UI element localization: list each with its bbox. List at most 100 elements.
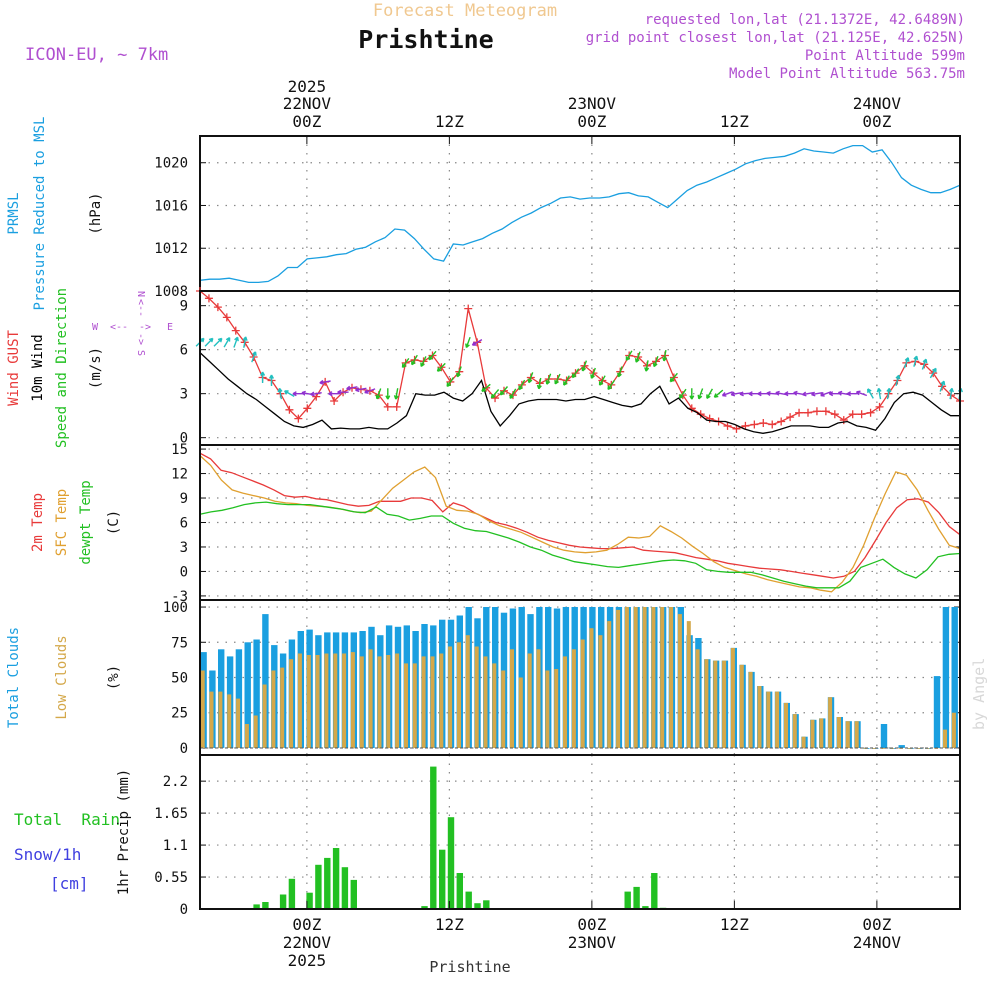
bar-low-clouds bbox=[439, 653, 444, 748]
wind-direction-arrow bbox=[456, 366, 462, 378]
bar-low-clouds bbox=[315, 655, 320, 748]
bar-total-clouds bbox=[253, 639, 260, 748]
bar-total-rain bbox=[447, 817, 455, 909]
y-tick-label: 1.65 bbox=[154, 806, 188, 822]
bar-low-clouds bbox=[722, 660, 727, 748]
y-axis-units: (m/s) bbox=[88, 347, 104, 389]
x-tick-label-top-year: 2025 bbox=[288, 77, 327, 96]
wind-direction-arrow bbox=[465, 336, 471, 349]
gust-marker bbox=[222, 313, 231, 322]
requested-lonlat: requested lon,lat (21.1372E, 42.6489N) bbox=[645, 12, 965, 28]
wind-direction-arrow bbox=[617, 366, 623, 378]
x-tick-label-top-time: 12Z bbox=[720, 112, 749, 131]
cloud-panel: 0 25 50 75 100 Total Clouds Low Clouds (%) bbox=[6, 599, 961, 757]
grid-point-lonlat: grid point closest lon,lat (21.125E, 42.… bbox=[586, 30, 965, 46]
y-axis-label-dewpt-temp: dewpt Temp bbox=[78, 480, 94, 564]
y-tick-label: 0 bbox=[180, 431, 188, 447]
bar-low-clouds bbox=[448, 646, 453, 748]
wind-direction-arrow bbox=[697, 388, 704, 400]
y-tick-label: 9 bbox=[180, 299, 188, 315]
wind-direction-arrow bbox=[876, 387, 882, 400]
bar-low-clouds bbox=[695, 649, 700, 748]
bar-low-clouds bbox=[368, 649, 373, 748]
bar-total-rain bbox=[483, 900, 490, 909]
bar-total-rain bbox=[474, 903, 481, 909]
wind-direction-arrow bbox=[268, 374, 275, 386]
bar-low-clouds bbox=[262, 684, 267, 748]
bar-low-clouds bbox=[359, 656, 364, 748]
wind-direction-arrow bbox=[284, 390, 295, 398]
y-axis-units: (hPa) bbox=[88, 192, 104, 234]
precip-panel: 0 0.55 1.1 1.65 2.2 1hr Precip (mm) bbox=[116, 754, 961, 918]
gust-marker bbox=[857, 410, 866, 419]
wind-direction-arrow bbox=[420, 356, 427, 367]
wind-direction-arrow bbox=[319, 379, 331, 385]
compass-north: N bbox=[135, 291, 146, 297]
gust-marker bbox=[392, 402, 401, 411]
bar-low-clouds bbox=[377, 656, 382, 748]
bar-low-clouds bbox=[730, 647, 735, 748]
wind-direction-arrow bbox=[446, 376, 455, 388]
bar-low-clouds bbox=[845, 721, 850, 748]
compass-west-arrow: <-- bbox=[110, 322, 128, 333]
wind-direction-arrow bbox=[204, 337, 214, 347]
bar-low-clouds bbox=[616, 609, 621, 748]
wind-direction-arrow bbox=[598, 375, 606, 386]
wind-direction-arrow bbox=[730, 391, 743, 397]
wind-direction-arrow bbox=[375, 388, 382, 400]
gust-marker bbox=[848, 410, 857, 419]
x-tick-label-top-date: 23NOV bbox=[568, 94, 617, 113]
compass-south: S bbox=[135, 350, 146, 356]
bar-total-rain bbox=[642, 906, 649, 909]
y-tick-label: 1016 bbox=[154, 198, 188, 214]
x-tick-label-bottom-time: 00Z bbox=[862, 915, 891, 934]
rain-legend: Total Rain bbox=[14, 810, 120, 829]
bar-low-clouds bbox=[563, 656, 567, 748]
gust-marker bbox=[303, 404, 312, 413]
wind-direction-arrow bbox=[310, 391, 322, 397]
y-tick-label: 1012 bbox=[154, 241, 188, 257]
compass-south-arrow: -> bbox=[135, 333, 146, 345]
compass-west: W bbox=[92, 322, 99, 333]
bar-total-rain bbox=[306, 892, 313, 909]
bar-low-clouds bbox=[297, 653, 302, 748]
model-altitude: Model Point Altitude 563.75m bbox=[729, 66, 965, 82]
y-tick-label: 6 bbox=[180, 343, 188, 359]
bar-total-clouds bbox=[951, 607, 958, 748]
y-tick-label: 1008 bbox=[154, 284, 188, 300]
gust-marker bbox=[750, 420, 759, 429]
bar-low-clouds bbox=[943, 729, 947, 748]
wind-direction-arrow bbox=[481, 383, 491, 392]
y-axis-label-sfc-temp: SFC Temp bbox=[54, 489, 70, 556]
wind-direction-arrow bbox=[328, 391, 340, 397]
bar-low-clouds bbox=[819, 718, 824, 748]
bar-low-clouds bbox=[677, 614, 682, 748]
bar-low-clouds bbox=[669, 607, 674, 748]
bar-low-clouds bbox=[430, 656, 435, 748]
wind-direction-arrow bbox=[913, 355, 919, 367]
y-axis-label-total-clouds: Total Clouds bbox=[6, 627, 22, 728]
bar-low-clouds bbox=[236, 698, 241, 748]
wind-direction-arrow bbox=[903, 357, 910, 369]
x-tick-label-top-date: 24NOV bbox=[853, 94, 902, 113]
model-label: ICON-EU, ~ 7km bbox=[25, 45, 168, 65]
y-tick-label: 0 bbox=[180, 564, 188, 580]
wind-direction-arrow bbox=[385, 388, 391, 400]
y-axis-label-prmsl: PRMSL bbox=[6, 192, 22, 234]
y-tick-label: 75 bbox=[171, 635, 188, 651]
bar-low-clouds bbox=[421, 656, 426, 748]
x-tick-label-top-time: 00Z bbox=[577, 112, 606, 131]
bar-low-clouds bbox=[386, 655, 391, 748]
wind-direction-arrow bbox=[509, 388, 517, 399]
point-altitude: Point Altitude 599m bbox=[805, 48, 965, 64]
bar-total-rain bbox=[341, 867, 349, 909]
bar-total-rain bbox=[439, 849, 446, 909]
wind-direction-arrow bbox=[820, 391, 832, 397]
bar-low-clouds bbox=[404, 663, 408, 748]
bar-low-clouds bbox=[828, 697, 833, 748]
bar-low-clouds bbox=[739, 664, 744, 748]
wind-direction-arrow bbox=[590, 367, 596, 379]
wind-direction-arrow bbox=[948, 387, 954, 400]
bar-low-clouds bbox=[801, 736, 806, 748]
bar-low-clouds bbox=[518, 677, 523, 748]
